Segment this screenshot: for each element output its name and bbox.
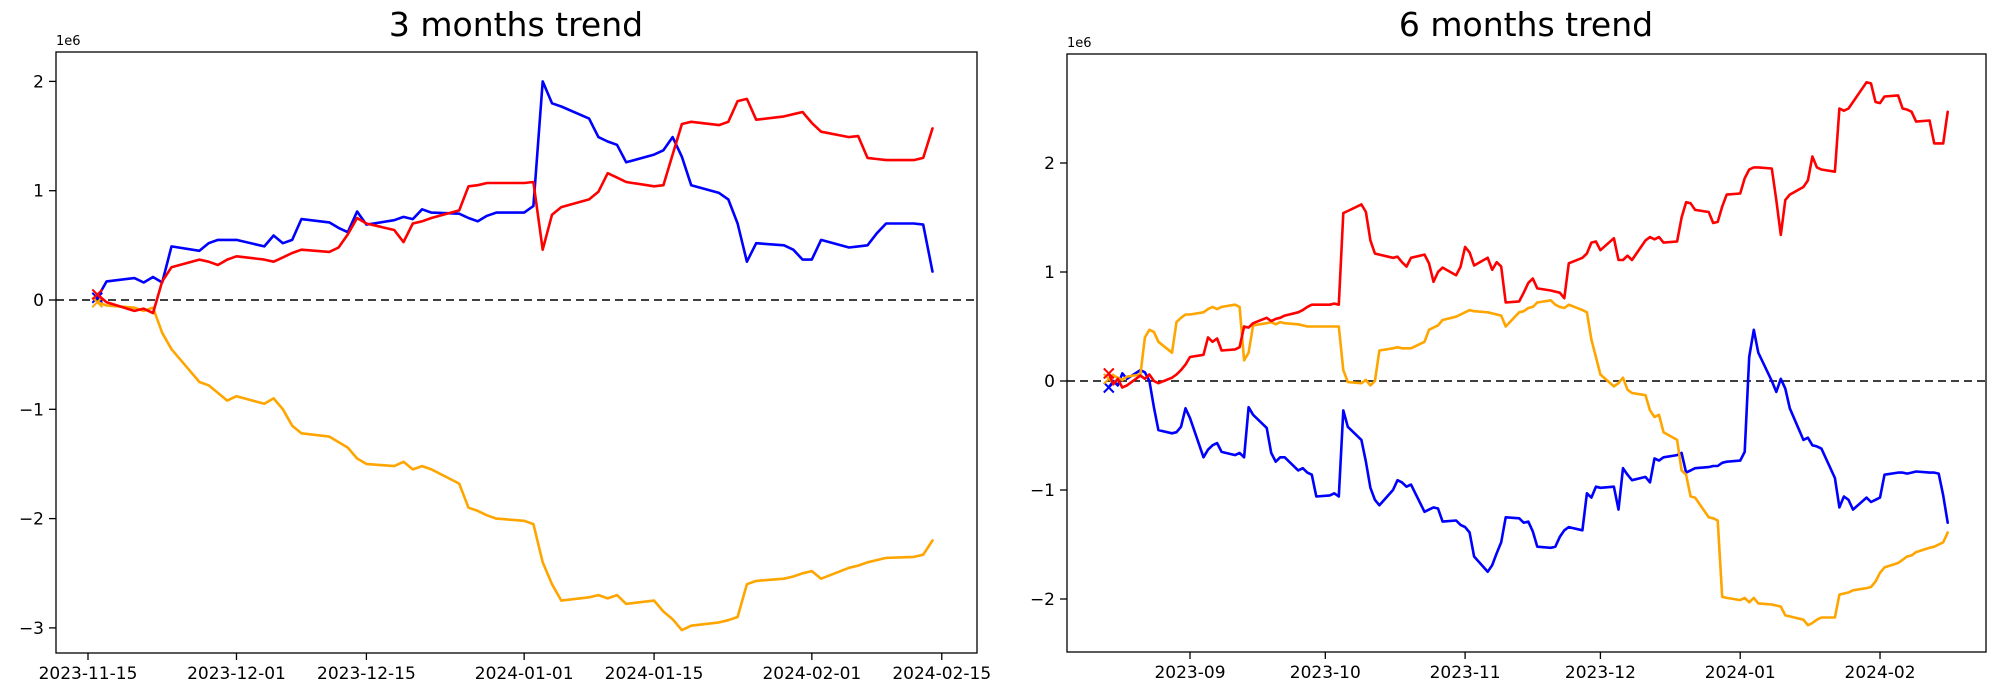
y-tick-label: −2	[19, 510, 44, 530]
x-tick-label: 2023-12-15	[317, 664, 416, 684]
series-line-orange	[96, 300, 934, 632]
series-line-blue	[96, 80, 934, 300]
x-tick-label: 2023-10	[1290, 663, 1361, 683]
series-line-red	[96, 97, 934, 315]
chart-title-3-months: 3 months trend	[389, 5, 643, 44]
series-start-marker-red	[91, 288, 104, 301]
x-tick-label: 2023-12-01	[187, 664, 286, 684]
y-tick-label: −1	[1030, 481, 1055, 501]
plot-border	[1066, 53, 1987, 653]
y-tick-label: −1	[19, 400, 44, 420]
series-start-marker-red	[1103, 367, 1115, 380]
x-tick-label: 2023-09	[1154, 663, 1225, 683]
series-line-red	[1107, 81, 1949, 389]
y-tick-label: 2	[33, 72, 44, 92]
chart-3-months-trend: 3 months trend 1e6 2 1 0 −1 −2 −3 2023-11-15 20…	[19, 5, 991, 684]
x-tick-label: 2024-01-01	[475, 664, 574, 684]
series-start-marker-blue	[91, 292, 104, 304]
y-tick-label: 0	[33, 291, 44, 311]
plot-border	[55, 51, 978, 654]
x-tick-label: 2023-11	[1430, 663, 1501, 683]
x-tick-label: 2024-01	[1705, 663, 1776, 683]
y-tick-label: 1	[1044, 263, 1055, 283]
y-axis-offset-label-left: 1e6	[56, 34, 81, 49]
y-tick-label: −3	[19, 619, 44, 639]
chart-6-months-trend: 6 months trend 1e6 2 1 0 −1 −2 2023-09 2023-10…	[1030, 5, 1987, 683]
y-tick-label: 2	[1044, 154, 1055, 174]
x-tick-label: 2024-02	[1845, 663, 1916, 683]
x-tick-label: 2023-12	[1565, 663, 1636, 683]
x-tick-label: 2024-02-15	[892, 664, 991, 684]
y-tick-label: 0	[1044, 372, 1055, 392]
series-line-orange	[1107, 298, 1949, 627]
x-tick-label: 2024-01-15	[605, 664, 704, 684]
y-tick-label: 1	[33, 182, 44, 202]
plot-area-6-months: 2 1 0 −1 −2 2023-09 2023-10 2023-11 2023-12 2024-…	[1030, 53, 1987, 683]
x-tick-label: 2023-11-15	[39, 664, 138, 684]
chart-title-6-months: 6 months trend	[1399, 5, 1653, 44]
x-tick-label: 2024-02-01	[762, 664, 861, 684]
series-line-blue	[1107, 328, 1949, 574]
y-tick-label: −2	[1030, 590, 1055, 610]
y-axis-offset-label-right: 1e6	[1067, 36, 1092, 51]
plot-area-3-months: 2 1 0 −1 −2 −3 2023-11-15 2023-12-01 2023-12-15 2…	[19, 51, 991, 684]
